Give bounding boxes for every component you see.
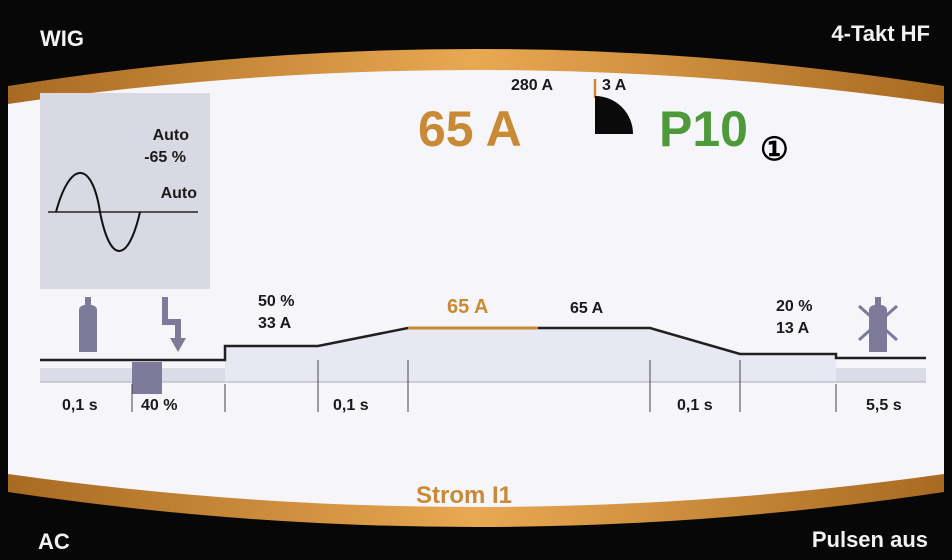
end-current-percent: 20 % bbox=[776, 298, 813, 315]
upslope-time: 0,1 s bbox=[333, 397, 369, 414]
selected-parameter: Strom I1 bbox=[416, 482, 513, 509]
sine-wave bbox=[55, 172, 141, 252]
waveform-box bbox=[40, 93, 210, 289]
start-current-value: 33 A bbox=[258, 315, 292, 332]
mode-label: WIG bbox=[40, 26, 84, 51]
frequency-mode: Auto bbox=[160, 185, 197, 202]
gas-preflow-time: 0,1 s bbox=[62, 397, 98, 414]
gas-postflow-time: 5,5 s bbox=[866, 397, 902, 414]
end-current-value: 13 A bbox=[776, 320, 810, 337]
hf-percent: 40 % bbox=[141, 397, 178, 414]
program-number: P10 bbox=[659, 101, 748, 157]
pulse-status-label: Pulsen aus bbox=[811, 527, 928, 552]
current-gauge-icon bbox=[595, 96, 633, 134]
gas-postflow-icon bbox=[857, 297, 899, 352]
sequence-area bbox=[225, 328, 836, 382]
main-current-value: 65 A bbox=[418, 101, 522, 157]
hf-ignition-block bbox=[132, 362, 162, 394]
operating-mode-label: 4-Takt HF bbox=[831, 21, 930, 46]
current-type-label: AC bbox=[38, 529, 70, 554]
start-current-percent: 50 % bbox=[258, 293, 295, 310]
second-current-value: 65 A bbox=[570, 300, 604, 317]
main-panel bbox=[8, 70, 944, 507]
max-current: 280 A bbox=[511, 77, 554, 94]
balance-value: -65 % bbox=[144, 149, 186, 166]
main-current-label[interactable]: 65 A bbox=[447, 296, 489, 318]
min-current: 3 A bbox=[602, 77, 627, 94]
balance-mode: Auto bbox=[152, 127, 189, 144]
callout-marker: ① bbox=[760, 131, 789, 167]
gas-bottle-icon bbox=[79, 297, 97, 352]
downslope-time: 0,1 s bbox=[677, 397, 713, 414]
hf-ignition-icon bbox=[162, 297, 186, 352]
